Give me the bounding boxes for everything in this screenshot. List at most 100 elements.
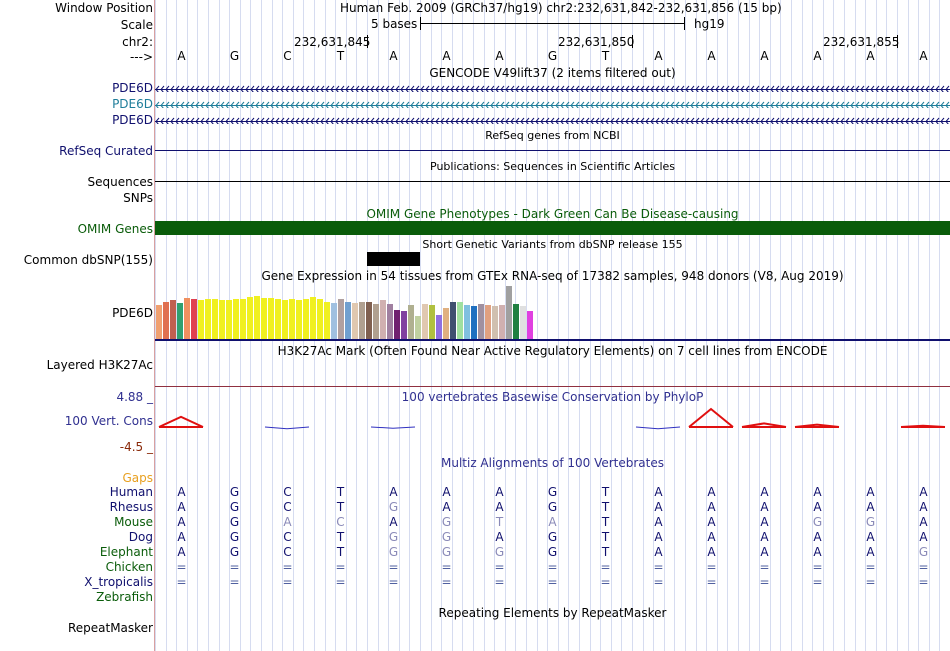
- gtex-tissue-bar[interactable]: [345, 302, 351, 339]
- gencode-item-1-label[interactable]: PDE6D: [112, 81, 153, 95]
- gtex-tissue-bar[interactable]: [394, 310, 400, 339]
- dbsnp-label[interactable]: Common dbSNP(155): [23, 253, 153, 267]
- gtex-tissue-bar[interactable]: [478, 304, 484, 339]
- multiz-species-label[interactable]: Chicken: [105, 560, 153, 574]
- gtex-tissue-bar[interactable]: [429, 305, 435, 339]
- gencode-item-3-chevrons[interactable]: [155, 115, 950, 124]
- omim-feature[interactable]: [155, 221, 950, 235]
- gtex-tissue-bar[interactable]: [471, 306, 477, 339]
- gtex-label[interactable]: PDE6D: [112, 306, 153, 320]
- gtex-tissue-bar[interactable]: [191, 299, 197, 339]
- multiz-species-label[interactable]: Human: [109, 485, 153, 499]
- multiz-base: C: [336, 515, 345, 529]
- phylop-label[interactable]: 100 Vert. Cons: [64, 414, 153, 428]
- gtex-tissue-bar[interactable]: [205, 299, 211, 339]
- multiz-title[interactable]: Multiz Alignments of 100 Vertebrates: [440, 456, 665, 470]
- multiz-base: T: [601, 530, 610, 544]
- gtex-tissue-bar[interactable]: [296, 300, 302, 339]
- gtex-tissue-bar[interactable]: [408, 305, 414, 339]
- multiz-base: A: [654, 515, 663, 529]
- gtex-bar-chart[interactable]: [155, 284, 555, 339]
- gtex-tissue-bar[interactable]: [492, 306, 498, 339]
- gencode-item-1-chevrons[interactable]: [155, 83, 950, 92]
- omim-title[interactable]: OMIM Gene Phenotypes - Dark Green Can Be…: [366, 207, 739, 221]
- multiz-gaps-label[interactable]: Gaps: [122, 471, 153, 485]
- multiz-species-label[interactable]: Zebrafish: [96, 590, 153, 604]
- gtex-tissue-bar[interactable]: [338, 299, 344, 339]
- repeatmasker-label[interactable]: RepeatMasker: [67, 621, 153, 635]
- gencode-item-2-chevrons[interactable]: [155, 99, 950, 108]
- gtex-tissue-bar[interactable]: [324, 302, 330, 339]
- gencode-title[interactable]: GENCODE V49lift37 (2 items filtered out): [429, 66, 676, 80]
- gtex-tissue-bar[interactable]: [450, 302, 456, 339]
- gtex-tissue-bar[interactable]: [443, 308, 449, 339]
- gtex-tissue-bar[interactable]: [436, 315, 442, 339]
- gtex-tissue-bar[interactable]: [422, 304, 428, 339]
- gtex-tissue-bar[interactable]: [261, 298, 267, 339]
- gtex-tissue-bar[interactable]: [401, 311, 407, 339]
- gtex-tissue-bar[interactable]: [506, 286, 512, 339]
- h3k27ac-title[interactable]: H3K27Ac Mark (Often Found Near Active Re…: [277, 344, 828, 358]
- gtex-tissue-bar[interactable]: [163, 302, 169, 339]
- gtex-tissue-bar[interactable]: [268, 298, 274, 339]
- gtex-tissue-bar[interactable]: [415, 316, 421, 339]
- refseq-label[interactable]: RefSeq Curated: [59, 144, 153, 158]
- multiz-species-label[interactable]: Dog: [128, 530, 153, 544]
- gtex-tissue-bar[interactable]: [184, 298, 190, 339]
- reference-base: C: [283, 49, 292, 63]
- reference-base: A: [866, 49, 875, 63]
- phylop-title[interactable]: 100 vertebrates Basewise Conservation by…: [401, 390, 704, 404]
- gtex-tissue-bar[interactable]: [219, 300, 225, 339]
- refseq-title[interactable]: RefSeq genes from NCBI: [485, 129, 620, 142]
- gtex-tissue-bar[interactable]: [282, 300, 288, 339]
- gtex-tissue-bar[interactable]: [464, 305, 470, 339]
- multiz-species-label[interactable]: Mouse: [114, 515, 153, 529]
- gencode-item-2-label[interactable]: PDE6D: [112, 97, 153, 111]
- gtex-tissue-bar[interactable]: [289, 299, 295, 339]
- gtex-tissue-bar[interactable]: [331, 303, 337, 339]
- gtex-tissue-bar[interactable]: [303, 299, 309, 339]
- gtex-tissue-bar[interactable]: [380, 300, 386, 339]
- gtex-tissue-bar[interactable]: [387, 304, 393, 339]
- h3k27ac-label[interactable]: Layered H3K27Ac: [46, 358, 153, 372]
- gtex-tissue-bar[interactable]: [317, 299, 323, 339]
- gtex-tissue-bar[interactable]: [198, 300, 204, 339]
- gtex-tissue-bar[interactable]: [275, 299, 281, 339]
- gtex-tissue-bar[interactable]: [352, 303, 358, 339]
- dbsnp-title[interactable]: Short Genetic Variants from dbSNP releas…: [422, 238, 683, 251]
- gtex-tissue-bar[interactable]: [485, 305, 491, 339]
- snps-label[interactable]: SNPs: [123, 191, 153, 205]
- multiz-species-label[interactable]: Rhesus: [109, 500, 153, 514]
- gtex-tissue-bar[interactable]: [247, 297, 253, 339]
- gtex-title[interactable]: Gene Expression in 54 tissues from GTEx …: [261, 269, 844, 283]
- gtex-tissue-bar[interactable]: [520, 306, 526, 339]
- publications-feature[interactable]: [155, 181, 950, 182]
- gtex-tissue-bar[interactable]: [457, 302, 463, 339]
- gtex-tissue-bar[interactable]: [499, 305, 505, 339]
- multiz-species-label[interactable]: Elephant: [99, 545, 153, 559]
- phylop-graph[interactable]: [155, 405, 950, 437]
- multiz-base: C: [283, 545, 292, 559]
- gtex-tissue-bar[interactable]: [513, 304, 519, 339]
- gtex-tissue-bar[interactable]: [226, 300, 232, 339]
- omim-label[interactable]: OMIM Genes: [77, 222, 153, 236]
- gencode-item-3-label[interactable]: PDE6D: [112, 113, 153, 127]
- gtex-tissue-bar[interactable]: [240, 299, 246, 339]
- gtex-tissue-bar[interactable]: [359, 302, 365, 339]
- gtex-tissue-bar[interactable]: [233, 299, 239, 339]
- gtex-tissue-bar[interactable]: [366, 302, 372, 339]
- gtex-tissue-bar[interactable]: [156, 305, 162, 339]
- dbsnp-variant[interactable]: [367, 252, 420, 266]
- gtex-tissue-bar[interactable]: [254, 296, 260, 339]
- multiz-species-label[interactable]: X_tropicalis: [84, 575, 153, 589]
- gtex-tissue-bar[interactable]: [527, 311, 533, 339]
- gtex-tissue-bar[interactable]: [170, 300, 176, 339]
- gtex-tissue-bar[interactable]: [373, 304, 379, 339]
- publications-title[interactable]: Publications: Sequences in Scientific Ar…: [430, 160, 675, 173]
- gtex-tissue-bar[interactable]: [212, 299, 218, 339]
- gtex-tissue-bar[interactable]: [310, 297, 316, 339]
- publications-label[interactable]: Sequences: [87, 175, 153, 189]
- refseq-feature[interactable]: [155, 150, 950, 151]
- repeatmasker-title[interactable]: Repeating Elements by RepeatMasker: [438, 606, 667, 620]
- gtex-tissue-bar[interactable]: [177, 303, 183, 339]
